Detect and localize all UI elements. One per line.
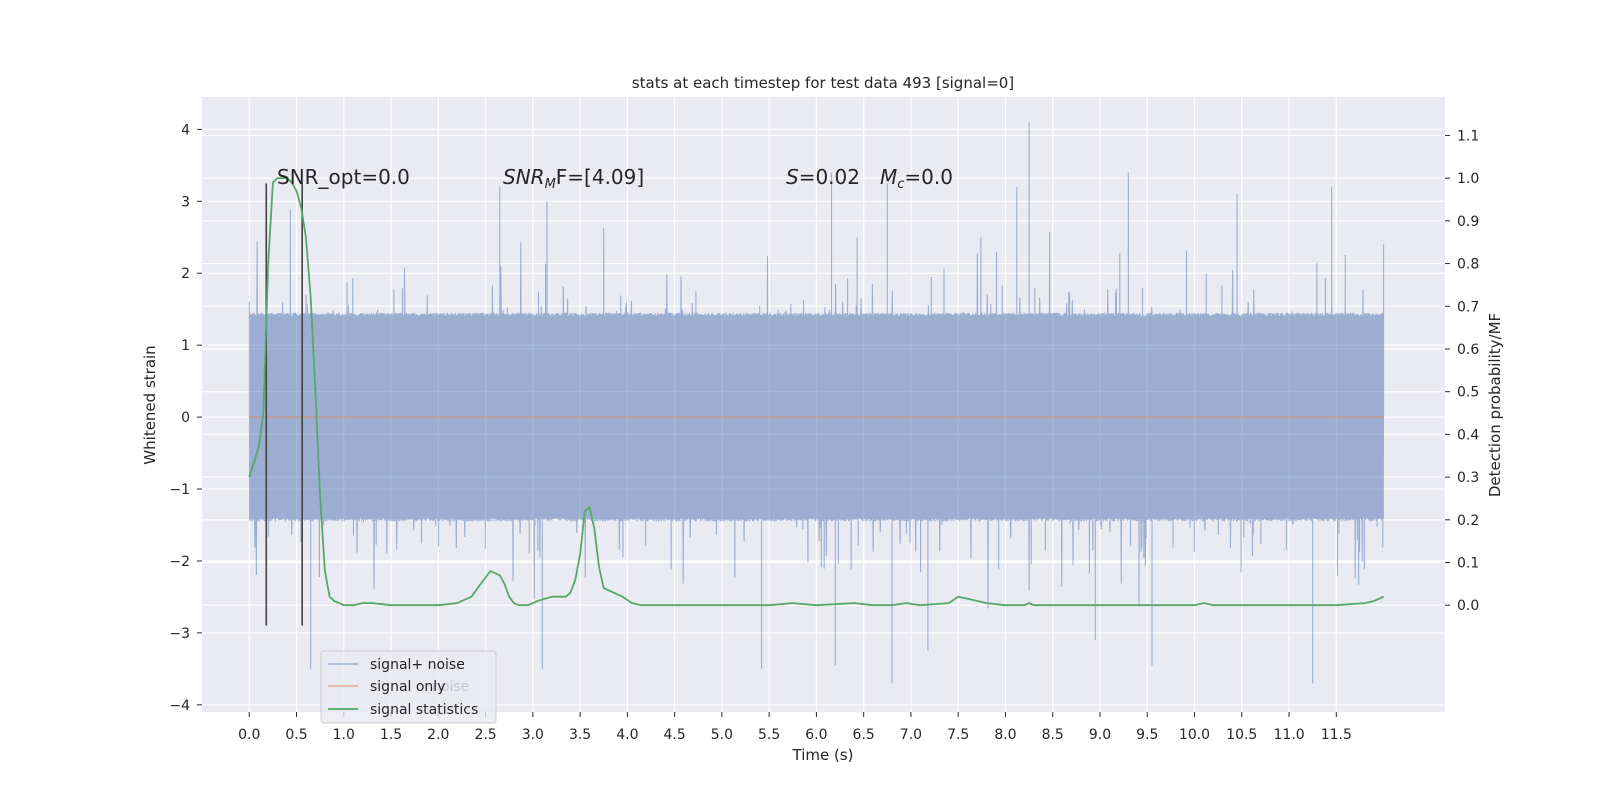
chart-title: stats at each timestep for test data 493…: [632, 74, 1014, 92]
y2-tick-label: 0.8: [1457, 257, 1479, 273]
y-axis-ticks: 4 3 2 1 0 −1 −2 −3 −4: [169, 122, 202, 714]
legend-label-signal-statistics: signal statistics: [370, 702, 478, 718]
y2-tick-label: 0.4: [1457, 427, 1479, 443]
y-tick-label: 3: [181, 194, 190, 210]
y2-tick-label: 0.2: [1457, 513, 1479, 529]
y-tick-label: 1: [181, 338, 190, 354]
x-tick-label: 3.5: [569, 727, 591, 743]
annotation-snr-opt: SNR_opt=0.0: [277, 165, 410, 189]
y2-tick-label: 0.1: [1457, 556, 1479, 572]
signal-statistics-line: [248, 177, 1384, 607]
annotation-mc-suffix: =0.0: [904, 165, 953, 189]
x-tick-label: 2.0: [427, 727, 449, 743]
y-tick-label: −1: [169, 482, 190, 498]
signal-noise-line: [248, 122, 1385, 684]
legend-hidden-noise: noise: [432, 679, 469, 695]
legend-box: [320, 650, 497, 724]
x-tick-label: 5.5: [758, 727, 780, 743]
y2-tick-label: 0.0: [1457, 598, 1479, 614]
x-tick-label: 4.0: [616, 727, 638, 743]
y-tick-label: −2: [169, 554, 190, 570]
x-tick-label: 9.0: [1089, 727, 1111, 743]
x-axis-ticks: 0.0 0.5 1.0 1.5 2.0 2.5 3.0 3.5 4.0 4.5 5.0 5.5 6.0 6…: [238, 712, 1352, 743]
x-tick-label: 1.0: [333, 727, 355, 743]
x-tick-label: 8.0: [994, 727, 1016, 743]
y2-tick-label: 0.5: [1457, 385, 1479, 401]
y-axis-label: Whitened strain: [141, 345, 159, 464]
x-tick-label: 0.5: [285, 727, 307, 743]
x-tick-label: 3.0: [522, 727, 544, 743]
x-tick-label: 10.5: [1226, 727, 1257, 743]
x-tick-label: 1.5: [380, 727, 402, 743]
x-tick-label: 11.0: [1273, 727, 1304, 743]
annotation-mc: Mc=0.0: [880, 165, 953, 192]
x-tick-label: 6.0: [805, 727, 827, 743]
annotation-s-prefix: S: [786, 165, 799, 189]
y-tick-label: −4: [169, 698, 190, 714]
legend-label-signal-only: signal only: [370, 679, 445, 695]
x-tick-label: 2.5: [474, 727, 496, 743]
y2-tick-label: 0.7: [1457, 299, 1479, 315]
x-tick-label: 7.0: [900, 727, 922, 743]
annotation-mc-prefix: M: [880, 165, 897, 189]
y-tick-label: 2: [181, 266, 190, 282]
y2-axis-label: Detection probability/MF: [1486, 313, 1504, 497]
x-axis-label: Time (s): [792, 746, 854, 764]
x-tick-label: 5.0: [711, 727, 733, 743]
y-tick-label: 0: [181, 410, 190, 426]
x-tick-label: 7.5: [947, 727, 969, 743]
y-tick-label: −3: [169, 626, 190, 642]
annotation-mc-sub: c: [897, 177, 904, 192]
vertical-markers: [265, 183, 303, 626]
annotation-snr-mf-suffix: F=[4.09]: [556, 165, 644, 189]
series-signal-statistics: [248, 177, 1384, 607]
series-signal-noise: [248, 122, 1385, 684]
x-tick-label: 9.5: [1136, 727, 1158, 743]
x-tick-label: 11.5: [1321, 727, 1352, 743]
annotation-s: S=0.02: [786, 165, 860, 189]
y2-tick-label: 0.6: [1457, 342, 1479, 358]
legend: signal+ noise signal only noise signal s…: [320, 650, 497, 724]
x-tick-label: 4.5: [663, 727, 685, 743]
y-tick-label: 4: [181, 122, 190, 138]
y2-axis-ticks: 1.1 1.0 0.9 0.8 0.7 0.6 0.5 0.4 0.3 0.2 0.1 0.0: [1445, 128, 1479, 614]
x-tick-label: 8.5: [1042, 727, 1064, 743]
y2-tick-label: 1.0: [1457, 171, 1479, 187]
annotation-snr-mf-prefix: SNR: [503, 165, 545, 189]
x-tick-label: 6.5: [853, 727, 875, 743]
annotation-s-suffix: =0.02: [799, 165, 860, 189]
annotation-snr-mf: SNRMF=[4.09]: [503, 165, 644, 192]
y2-tick-label: 0.3: [1457, 470, 1479, 486]
y2-tick-label: 1.1: [1457, 128, 1479, 144]
annotation-snr-mf-sub: M: [545, 177, 556, 192]
x-tick-label: 0.0: [238, 727, 260, 743]
legend-label-signal-noise: signal+ noise: [370, 657, 465, 673]
y2-tick-label: 0.9: [1457, 214, 1479, 230]
x-tick-label: 10.0: [1179, 727, 1210, 743]
